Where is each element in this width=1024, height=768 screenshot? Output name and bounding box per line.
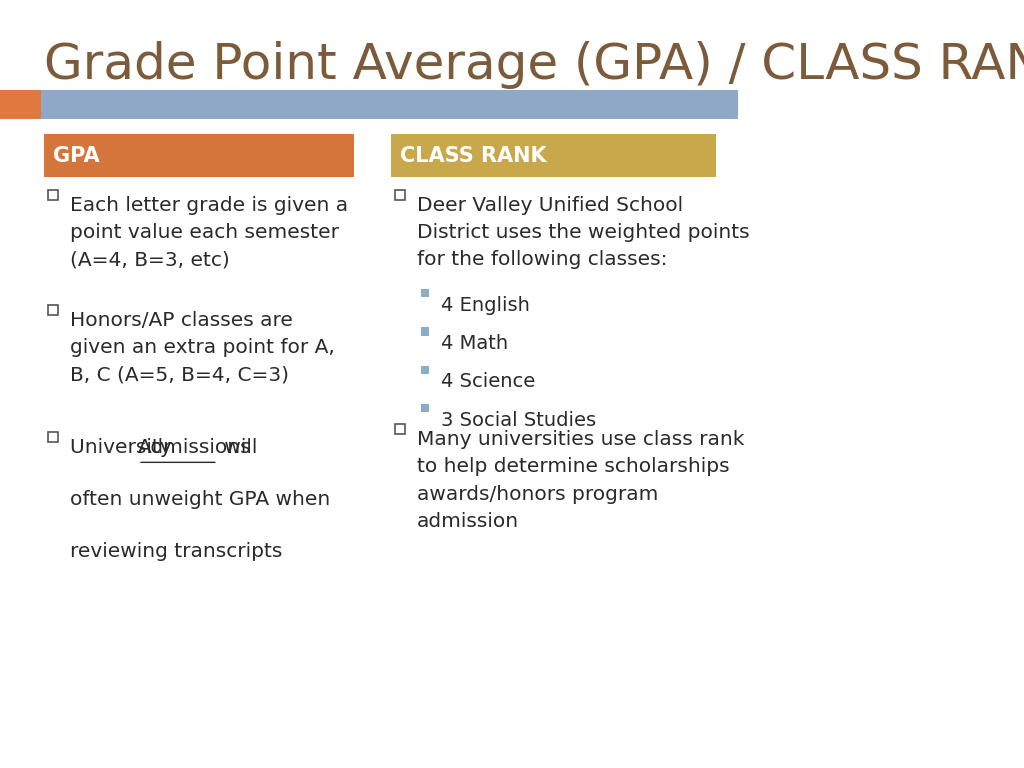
FancyBboxPatch shape (421, 327, 429, 336)
Text: 4 Math: 4 Math (440, 334, 508, 353)
Text: 3 Social Studies: 3 Social Studies (440, 411, 596, 430)
Text: Each letter grade is given a
point value each semester
(A=4, B=3, etc): Each letter grade is given a point value… (71, 196, 348, 270)
Text: often unweight GPA when: often unweight GPA when (71, 490, 331, 509)
Text: will: will (218, 438, 257, 457)
Text: University: University (71, 438, 178, 457)
Text: Honors/AP classes are
given an extra point for A,
B, C (A=5, B=4, C=3): Honors/AP classes are given an extra poi… (71, 311, 335, 385)
FancyBboxPatch shape (421, 289, 429, 297)
Text: Deer Valley Unified School
District uses the weighted points
for the following c: Deer Valley Unified School District uses… (417, 196, 750, 270)
Text: GPA: GPA (53, 145, 99, 166)
FancyBboxPatch shape (421, 366, 429, 374)
Text: Grade Point Average (GPA) / CLASS RANK: Grade Point Average (GPA) / CLASS RANK (44, 41, 1024, 89)
Text: Admissions: Admissions (138, 438, 252, 457)
FancyBboxPatch shape (0, 90, 41, 119)
FancyBboxPatch shape (391, 134, 716, 177)
Text: 4 English: 4 English (440, 296, 529, 315)
FancyBboxPatch shape (421, 404, 429, 412)
FancyBboxPatch shape (41, 90, 738, 119)
FancyBboxPatch shape (44, 134, 354, 177)
Text: reviewing transcripts: reviewing transcripts (71, 542, 283, 561)
Text: CLASS RANK: CLASS RANK (400, 145, 547, 166)
Text: 4 Science: 4 Science (440, 372, 536, 392)
Text: Many universities use class rank
to help determine scholarships
awards/honors pr: Many universities use class rank to help… (417, 430, 744, 531)
